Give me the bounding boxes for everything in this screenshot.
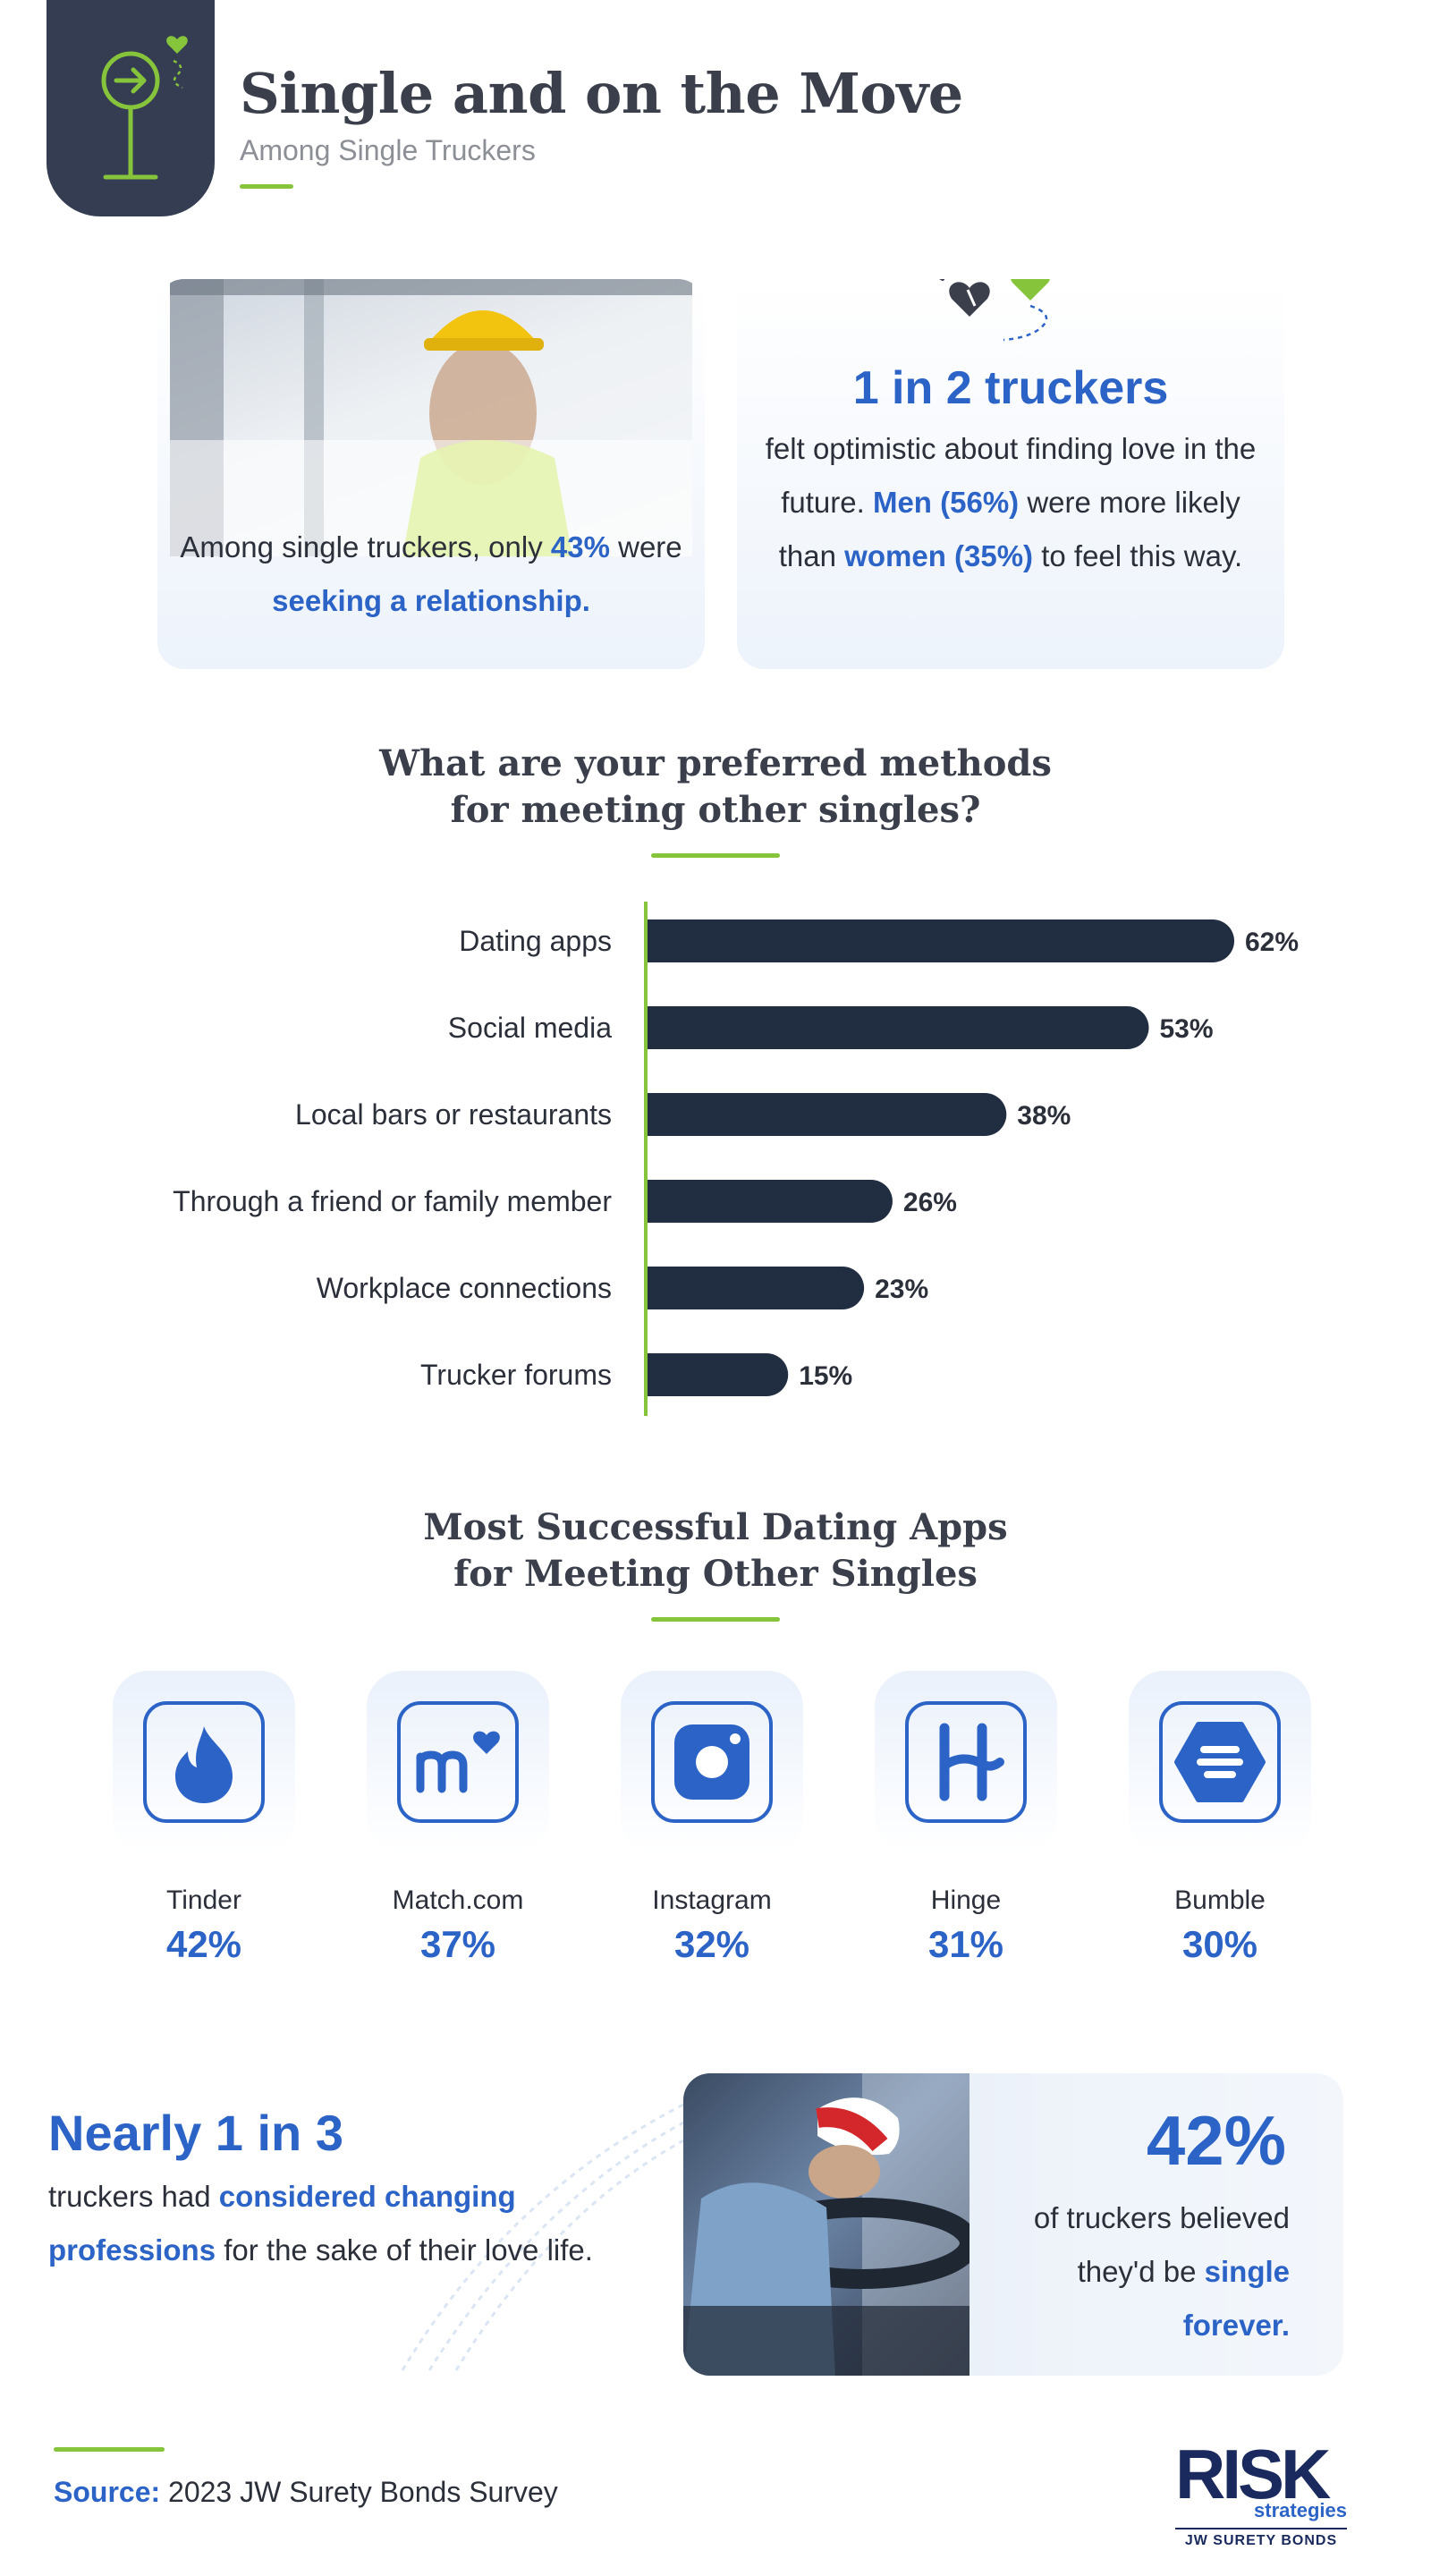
app-pct: 37%	[419, 1923, 496, 1965]
app-name: Bumble	[1174, 1885, 1266, 1915]
category-label: Through a friend or family member	[173, 1185, 612, 1217]
decorative-road-lines	[401, 2100, 690, 2371]
relationship-seeking-card: Among single truckers, only 43% were see…	[157, 279, 705, 669]
title-underline	[240, 184, 293, 189]
value-label: 23%	[875, 1275, 928, 1304]
optimism-card: 1 in 2 truckers felt optimistic about fi…	[737, 279, 1284, 669]
category-label: Local bars or restaurants	[295, 1098, 612, 1131]
single-forever-pct: 42%	[1146, 2101, 1286, 2180]
tired-trucker-photo	[683, 2073, 970, 2376]
category-label: Social media	[448, 1012, 612, 1044]
app-pct: 31%	[927, 1923, 1004, 1965]
app-hinge: Hinge 31%	[875, 1671, 1057, 1966]
app-match: Match.com 37%	[367, 1671, 549, 1966]
instagram-camera-icon	[651, 1701, 773, 1823]
signpost-arrow-icon	[101, 36, 188, 180]
app-pct: 30%	[1181, 1923, 1258, 1965]
app-name: Tinder	[166, 1885, 241, 1915]
header-badge	[47, 0, 215, 216]
career-change-headline: Nearly 1 in 3	[48, 2105, 343, 2161]
optimism-headline: 1 in 2 truckers	[852, 362, 1169, 414]
methods-title-underline	[651, 853, 780, 858]
apps-section-title: Most Successful Dating Apps for Meeting …	[423, 1506, 1008, 1595]
bar-4	[624, 1267, 865, 1309]
page-title: Single and on the Move	[240, 61, 963, 126]
source-note: Source: 2023 JW Surety Bonds Survey	[54, 2476, 558, 2508]
bar-5	[624, 1353, 789, 1396]
bar-3	[624, 1180, 893, 1223]
single-forever-card: 42% of truckers believed they'd be singl…	[683, 2073, 1343, 2376]
category-label: Workplace connections	[317, 1272, 612, 1304]
value-label: 26%	[903, 1188, 957, 1217]
value-label: 38%	[1017, 1101, 1071, 1131]
match-heart-icon	[397, 1701, 519, 1823]
relationship-seeking-text: Among single truckers, only 43% were see…	[180, 530, 682, 617]
tinder-flame-icon	[143, 1701, 265, 1823]
preferred-methods-bar-chart: Dating apps 62% Social media 53% Local bars …	[173, 902, 1299, 1416]
trucker-woman-photo	[170, 279, 692, 556]
career-change-text: truckers had considered changing profess…	[48, 2180, 593, 2267]
app-pct: 42%	[165, 1923, 242, 1965]
value-label: 62%	[1245, 928, 1299, 957]
value-label: 53%	[1159, 1014, 1213, 1044]
bar-2	[624, 1093, 1007, 1136]
bar-0	[624, 919, 1234, 962]
single-forever-text: of truckers believed they'd be single fo…	[1033, 2201, 1290, 2342]
value-label: 15%	[799, 1361, 852, 1391]
app-tinder: Tinder 42%	[113, 1671, 295, 1966]
app-pct: 32%	[673, 1923, 750, 1965]
hearts-icon	[939, 279, 1050, 342]
bumble-hexagon-icon	[1159, 1701, 1281, 1823]
app-bumble: Bumble 30%	[1129, 1671, 1311, 1966]
apps-title-underline	[651, 1617, 780, 1622]
category-label: Dating apps	[459, 925, 612, 957]
app-name: Instagram	[652, 1885, 772, 1915]
page-subtitle: Among Single Truckers	[240, 134, 536, 166]
optimism-text: felt optimistic about finding love in th…	[765, 432, 1257, 572]
bar-1	[624, 1006, 1149, 1049]
category-label: Trucker forums	[420, 1359, 612, 1391]
app-name: Hinge	[930, 1885, 1002, 1915]
app-name: Match.com	[392, 1885, 524, 1915]
footer-rule	[54, 2447, 165, 2452]
app-instagram: Instagram 32%	[621, 1671, 803, 1966]
methods-section-title: What are your preferred methods for meet…	[379, 742, 1052, 831]
hinge-h-icon	[905, 1701, 1027, 1823]
risk-strategies-logo: RISK strategies JW SURETY BONDS	[1175, 2435, 1347, 2548]
